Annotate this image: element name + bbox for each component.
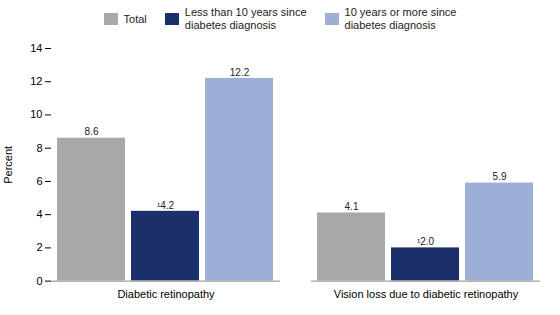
svg-text:2: 2 (36, 242, 42, 254)
svg-text:8: 8 (36, 142, 42, 154)
html-text:Less than 10 years since diabe: Less than 10 years since diabetes diagno… (184, 6, 307, 32)
svg-text:Diabetic retinopathy: Diabetic retinopathy (117, 288, 215, 300)
svg-text:8.6: 8.6 (85, 127, 99, 138)
svg-text:4: 4 (36, 209, 42, 221)
svg-text:5.9: 5.9 (493, 172, 507, 183)
svg-text:12.2: 12.2 (230, 67, 250, 78)
svg-text:0: 0 (36, 275, 42, 287)
svg-text:14: 14 (30, 42, 42, 54)
html-text:10 years or more since diabete: 10 years or more since diabetes diagnosi… (344, 6, 457, 32)
svg-text:Percent: Percent (2, 146, 14, 184)
svg-text:¹4.2: ¹4.2 (157, 200, 175, 211)
svg-text:Vision loss due to diabetic re: Vision loss due to diabetic retinopathy (334, 288, 519, 300)
svg-text:¹2.0: ¹2.0 (417, 236, 435, 247)
svg-text:10: 10 (30, 109, 42, 121)
svg-text:6: 6 (36, 175, 42, 187)
svg-text:4.1: 4.1 (345, 202, 359, 213)
svg-text:12: 12 (30, 76, 42, 88)
html-text:Total: Total (123, 12, 147, 25)
